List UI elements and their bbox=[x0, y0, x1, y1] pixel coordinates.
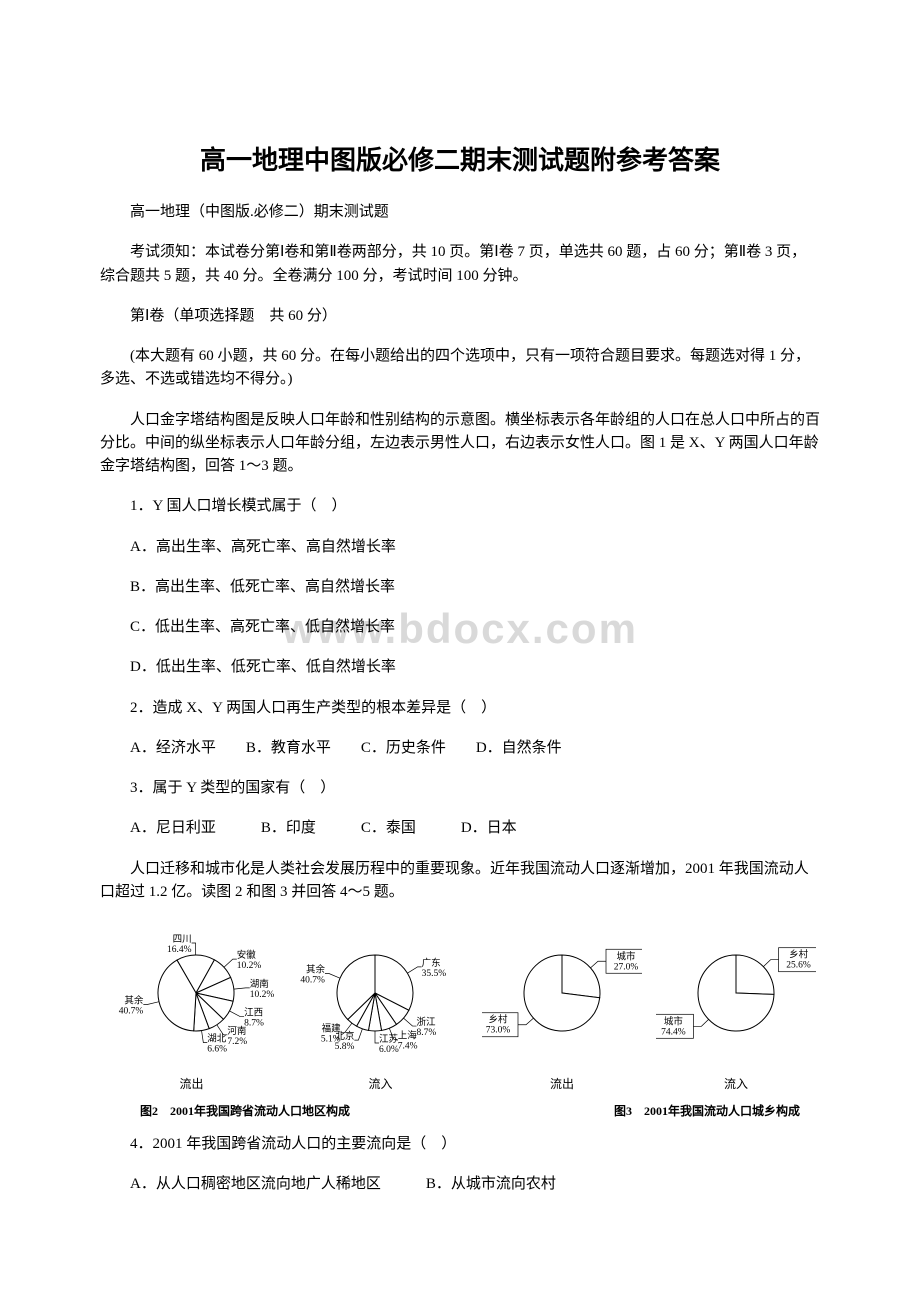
pie3-sub: 流出 bbox=[550, 1075, 574, 1092]
svg-text:74.4%: 74.4% bbox=[661, 1027, 686, 1037]
question-1-opt-d: D．低出生率、低死亡率、低自然增长率 bbox=[100, 656, 820, 679]
svg-text:河南: 河南 bbox=[227, 1025, 246, 1037]
caption-fig3: 图3 2001年我国流动人口城乡构成 bbox=[614, 1102, 800, 1119]
question-2: 2．造成 X、Y 两国人口再生产类型的根本差异是（ ） bbox=[100, 697, 820, 720]
pie-in-urban: 乡村25.6% 城市74.4% 流入 bbox=[656, 921, 816, 1092]
svg-text:10.2%: 10.2% bbox=[250, 990, 275, 1000]
pie2-sub: 流入 bbox=[368, 1075, 392, 1092]
question-4: 4．2001 年我国跨省流动人口的主要流向是（ ） bbox=[100, 1133, 820, 1156]
svg-text:浙江: 浙江 bbox=[417, 1016, 437, 1028]
pie1-sub: 流出 bbox=[179, 1075, 203, 1092]
svg-text:湖南: 湖南 bbox=[250, 978, 269, 990]
svg-text:城市: 城市 bbox=[664, 1015, 684, 1027]
svg-text:25.6%: 25.6% bbox=[786, 961, 811, 971]
context-pyramid: 人口金字塔结构图是反映人口年龄和性别结构的示意图。横坐标表示各年龄组的人口在总人… bbox=[100, 409, 820, 479]
pie4-sub: 流入 bbox=[724, 1075, 748, 1092]
svg-text:6.6%: 6.6% bbox=[207, 1044, 227, 1054]
svg-text:其余: 其余 bbox=[124, 994, 144, 1006]
question-2-opts: A．经济水平 B．教育水平 C．历史条件 D．自然条件 bbox=[100, 737, 820, 760]
page-title: 高一地理中图版必修二期末测试题附参考答案 bbox=[100, 140, 820, 177]
exam-notice: 考试须知：本试卷分第Ⅰ卷和第Ⅱ卷两部分，共 10 页。第Ⅰ卷 7 页，单选共 6… bbox=[100, 241, 820, 288]
question-3-opts: A．尼日利亚 B．印度 C．泰国 D．日本 bbox=[100, 817, 820, 840]
context-migration: 人口迁移和城市化是人类社会发展历程中的重要现象。近年我国流动人口逐渐增加，200… bbox=[100, 858, 820, 905]
svg-text:7.2%: 7.2% bbox=[227, 1037, 247, 1047]
pie-out-province: 四川16.4%安徽10.2%湖南10.2%江西8.7%河南7.2%湖北6.6%其… bbox=[104, 921, 279, 1092]
svg-text:安徽: 安徽 bbox=[237, 949, 257, 961]
question-1: 1．Y 国人口增长模式属于（ ） bbox=[100, 495, 820, 518]
pie-out-urban: 城市27.0% 乡村73.0% 流出 bbox=[482, 921, 642, 1092]
caption-fig2: 图2 2001年我国跨省流动人口地区构成 bbox=[140, 1102, 350, 1119]
svg-text:6.0%: 6.0% bbox=[379, 1045, 399, 1055]
charts-area: 四川16.4%安徽10.2%湖南10.2%江西8.7%河南7.2%湖北6.6%其… bbox=[100, 921, 820, 1119]
svg-text:7.4%: 7.4% bbox=[398, 1041, 418, 1051]
svg-text:其余: 其余 bbox=[306, 964, 326, 976]
svg-text:乡村: 乡村 bbox=[488, 1014, 508, 1026]
subtitle: 高一地理（中图版.必修二）期末测试题 bbox=[100, 201, 820, 224]
svg-text:40.7%: 40.7% bbox=[300, 976, 325, 986]
svg-text:湖北: 湖北 bbox=[207, 1033, 227, 1044]
svg-text:江西: 江西 bbox=[244, 1008, 263, 1019]
svg-text:乡村: 乡村 bbox=[789, 949, 809, 961]
svg-text:5.1%: 5.1% bbox=[321, 1035, 341, 1045]
svg-text:40.7%: 40.7% bbox=[119, 1006, 144, 1016]
svg-text:福建: 福建 bbox=[322, 1023, 342, 1035]
svg-text:四川: 四川 bbox=[173, 934, 192, 945]
section-1-instruction: (本大题有 60 小题，共 60 分。在每小题给出的四个选项中，只有一项符合题目… bbox=[100, 345, 820, 392]
svg-text:广东: 广东 bbox=[422, 957, 441, 969]
pie-in-province: 广东35.5%浙江8.7%上海7.4%江苏6.0%北京5.8%福建5.1%其余4… bbox=[293, 921, 468, 1092]
svg-text:城市: 城市 bbox=[616, 950, 636, 962]
svg-text:8.7%: 8.7% bbox=[417, 1028, 437, 1038]
svg-text:16.4%: 16.4% bbox=[167, 945, 192, 955]
svg-text:8.7%: 8.7% bbox=[244, 1019, 264, 1029]
svg-text:27.0%: 27.0% bbox=[614, 962, 639, 972]
section-1-heading: 第Ⅰ卷（单项选择题 共 60 分） bbox=[100, 305, 820, 328]
svg-text:35.5%: 35.5% bbox=[422, 969, 447, 979]
svg-text:上海: 上海 bbox=[398, 1029, 418, 1041]
svg-text:73.0%: 73.0% bbox=[486, 1026, 511, 1036]
svg-text:10.2%: 10.2% bbox=[237, 961, 262, 971]
question-1-opt-b: B．高出生率、低死亡率、高自然增长率 bbox=[100, 576, 820, 599]
svg-text:江苏: 江苏 bbox=[379, 1033, 399, 1045]
question-1-opt-a: A．高出生率、高死亡率、高自然增长率 bbox=[100, 536, 820, 559]
question-3: 3．属于 Y 类型的国家有（ ） bbox=[100, 777, 820, 800]
question-1-opt-c: C．低出生率、高死亡率、低自然增长率 bbox=[100, 616, 820, 639]
question-4-opt-ab: A．从人口稠密地区流向地广人稀地区 B．从城市流向农村 bbox=[100, 1173, 820, 1196]
